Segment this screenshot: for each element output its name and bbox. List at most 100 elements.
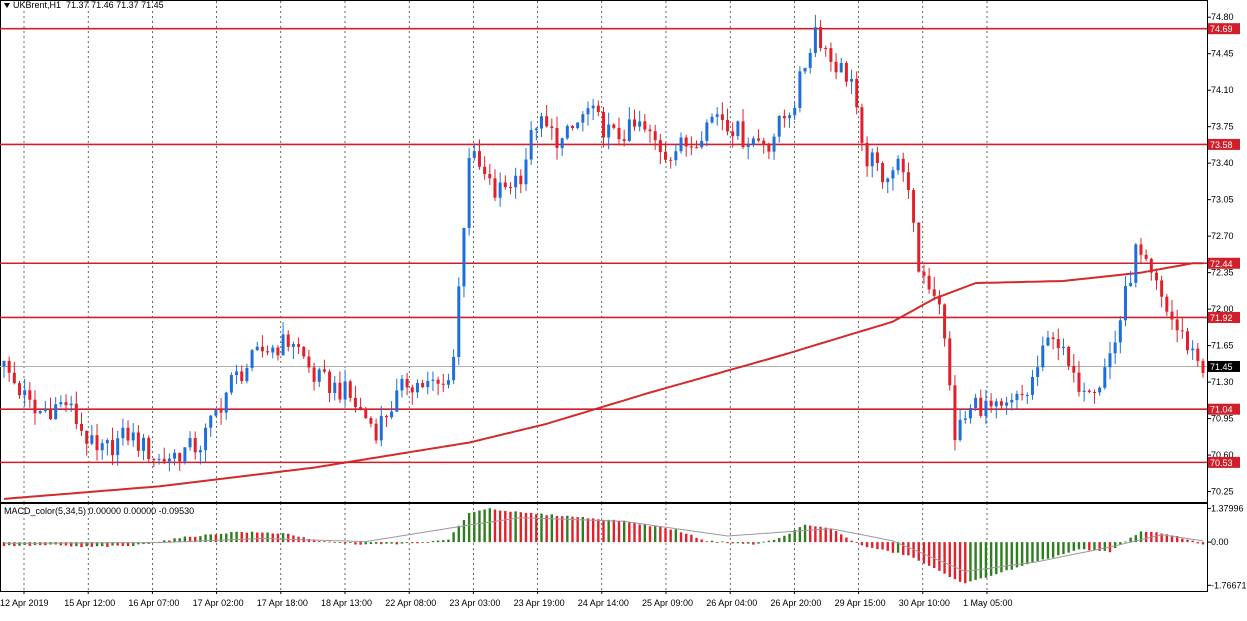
macd-bar bbox=[59, 542, 63, 546]
candle-body bbox=[431, 379, 435, 381]
macd-bar bbox=[591, 518, 595, 543]
macd-bar bbox=[710, 540, 714, 543]
level-label-box bbox=[1208, 311, 1240, 323]
candle-body bbox=[813, 27, 817, 53]
candle-body bbox=[33, 399, 37, 414]
candle-body bbox=[896, 158, 900, 171]
macd-bar bbox=[18, 542, 21, 546]
candle-body bbox=[539, 116, 543, 129]
candle-body bbox=[1072, 365, 1076, 373]
y-tick-label: 73.75 bbox=[1211, 122, 1234, 132]
candle-body bbox=[808, 52, 812, 68]
dropdown-triangle-icon[interactable] bbox=[4, 3, 10, 9]
candle-body bbox=[1134, 244, 1138, 283]
candle-body bbox=[720, 114, 724, 120]
candle-body bbox=[612, 124, 616, 128]
candle-body bbox=[1185, 331, 1189, 351]
candle-body bbox=[570, 125, 574, 129]
candle-body bbox=[834, 61, 838, 73]
candle-body bbox=[229, 375, 233, 393]
candle-body bbox=[508, 187, 512, 189]
macd-header: MACD_color(5,34,5) 0.00000 0.00000 -0.09… bbox=[4, 506, 194, 516]
candle-body bbox=[436, 379, 440, 384]
x-tick-label: 1 May 05:00 bbox=[963, 598, 1013, 608]
macd-bar bbox=[405, 542, 409, 544]
macd-bar bbox=[276, 533, 280, 543]
macd-bar bbox=[622, 520, 626, 543]
level-label: 71.04 bbox=[1210, 405, 1233, 415]
candle-body bbox=[415, 382, 419, 393]
macd-bar bbox=[126, 542, 130, 547]
macd-bar bbox=[385, 542, 388, 544]
macd-bar bbox=[132, 542, 135, 546]
macd-bar bbox=[519, 512, 523, 543]
macd-bar bbox=[1072, 542, 1075, 551]
x-tick-label: 25 Apr 09:00 bbox=[642, 598, 693, 608]
macd-bar bbox=[834, 531, 838, 543]
macd-bar bbox=[948, 542, 951, 578]
macd-bar bbox=[550, 514, 554, 543]
x-tick-label: 22 Apr 08:00 bbox=[385, 598, 436, 608]
candle-body bbox=[240, 371, 244, 382]
macd-bar bbox=[28, 542, 32, 546]
candle-body bbox=[204, 427, 208, 451]
candle-body bbox=[359, 406, 363, 409]
candle-body bbox=[555, 128, 559, 149]
candle-body bbox=[999, 401, 1003, 406]
macd-bar bbox=[44, 542, 47, 546]
macd-y-tick-label: -1.76671 bbox=[1211, 580, 1247, 590]
candle-body bbox=[669, 159, 673, 161]
candle-body bbox=[762, 140, 766, 145]
macd-bar bbox=[199, 536, 202, 543]
macd-bar bbox=[1191, 540, 1194, 543]
macd-bar bbox=[380, 542, 383, 545]
macd-bar bbox=[762, 541, 765, 543]
x-tick-label: 17 Apr 18:00 bbox=[257, 598, 308, 608]
candle-body bbox=[803, 67, 807, 72]
candle-body bbox=[607, 124, 611, 138]
macd-bar bbox=[1010, 542, 1013, 570]
macd-bar bbox=[116, 542, 119, 546]
candle-body bbox=[875, 152, 879, 163]
candle-body bbox=[7, 360, 11, 373]
macd-bar bbox=[13, 542, 16, 547]
macd-bar bbox=[1196, 542, 1200, 544]
candle-body bbox=[1056, 339, 1060, 349]
macd-bar bbox=[643, 524, 647, 543]
candle-body bbox=[162, 458, 166, 462]
macd-bar bbox=[669, 529, 672, 543]
macd-bar bbox=[426, 542, 429, 543]
macd-bar bbox=[995, 542, 998, 575]
candle-body bbox=[726, 119, 730, 132]
y-tick-label: 70.95 bbox=[1211, 414, 1234, 424]
symbol-name: UKBrent,H1 bbox=[13, 0, 62, 10]
macd-bar bbox=[896, 542, 900, 553]
candle-body bbox=[74, 403, 78, 424]
macd-bar bbox=[741, 542, 745, 544]
candle-body bbox=[984, 400, 988, 416]
macd-bar bbox=[659, 526, 662, 543]
macd-bar bbox=[576, 517, 579, 543]
candle-body bbox=[886, 178, 890, 183]
candle-body bbox=[12, 372, 16, 384]
candle-body bbox=[100, 443, 104, 451]
candle-body bbox=[400, 378, 404, 391]
candle-body bbox=[1196, 348, 1200, 361]
candle-body bbox=[1092, 391, 1096, 393]
macd-bar bbox=[364, 542, 367, 545]
candle-body bbox=[534, 128, 538, 131]
candle-body bbox=[276, 347, 280, 356]
candle-body bbox=[741, 121, 745, 148]
horizontal-levels-layer bbox=[0, 27, 1207, 464]
macd-bar bbox=[214, 534, 218, 543]
candle-body bbox=[602, 111, 605, 138]
candle-body bbox=[390, 411, 394, 418]
candle-body bbox=[819, 27, 823, 49]
x-tick-label: 30 Apr 10:00 bbox=[899, 598, 950, 608]
level-label-box bbox=[1208, 403, 1240, 415]
candle-body bbox=[152, 458, 156, 460]
macd-bar bbox=[318, 541, 321, 543]
candle-body bbox=[865, 142, 869, 167]
level-label-box bbox=[1208, 23, 1240, 35]
candle-body bbox=[1144, 254, 1148, 259]
